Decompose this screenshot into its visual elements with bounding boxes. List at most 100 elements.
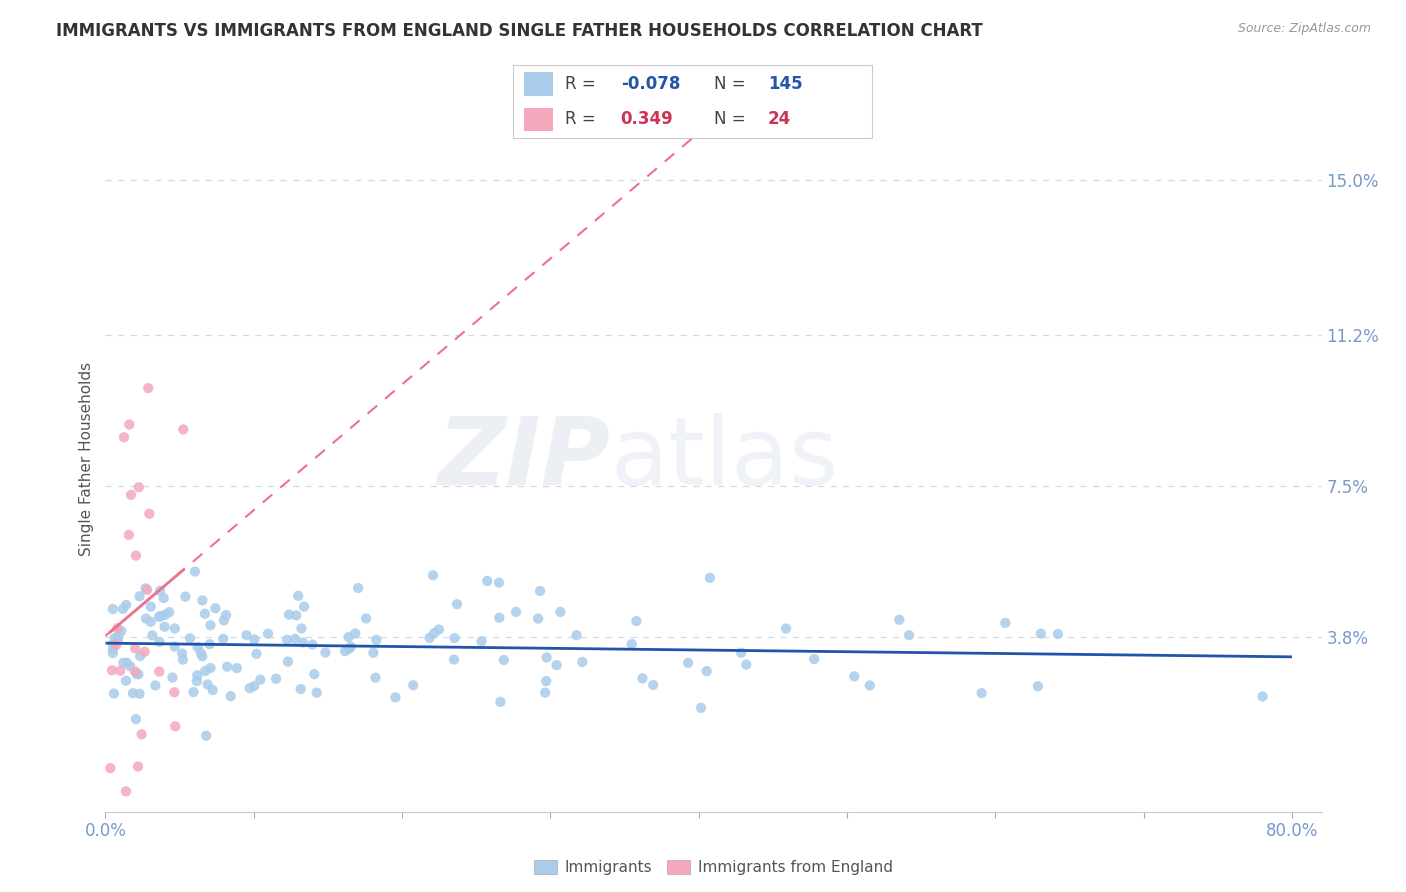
Text: 0.349: 0.349	[621, 110, 673, 128]
Point	[443, 652, 465, 666]
Point	[101, 646, 124, 660]
Point	[120, 488, 142, 502]
Point	[170, 647, 193, 661]
Point	[184, 565, 207, 579]
Point	[898, 628, 921, 642]
Point	[122, 686, 145, 700]
Point	[101, 641, 124, 656]
Point	[98, 761, 121, 775]
Point	[443, 631, 465, 645]
Point	[125, 667, 148, 681]
Point	[183, 685, 205, 699]
Point	[344, 626, 367, 640]
Point	[257, 626, 280, 640]
Point	[138, 507, 160, 521]
Point	[128, 589, 150, 603]
Point	[124, 665, 146, 679]
Text: atlas: atlas	[610, 413, 838, 506]
Point	[194, 607, 217, 621]
Text: R =: R =	[565, 75, 596, 93]
Point	[143, 678, 166, 692]
Point	[118, 528, 141, 542]
Point	[249, 673, 271, 687]
Text: R =: R =	[565, 110, 596, 128]
Point	[191, 649, 214, 664]
Point	[110, 664, 132, 678]
Point	[148, 665, 170, 679]
Point	[859, 678, 882, 692]
Point	[536, 650, 558, 665]
Point	[292, 599, 315, 614]
Point	[152, 591, 174, 605]
Point	[194, 664, 217, 678]
Point	[571, 655, 593, 669]
Point	[287, 589, 309, 603]
Point	[115, 656, 138, 670]
Point	[1029, 626, 1052, 640]
Point	[337, 630, 360, 644]
Point	[285, 608, 308, 623]
Point	[107, 621, 129, 635]
Point	[200, 618, 222, 632]
Text: ZIP: ZIP	[437, 413, 610, 506]
Point	[135, 582, 157, 596]
Point	[527, 611, 550, 625]
Point	[423, 626, 446, 640]
Point	[314, 646, 336, 660]
Point	[337, 641, 360, 656]
Point	[141, 628, 163, 642]
Point	[235, 628, 257, 642]
Point	[195, 729, 218, 743]
Point	[129, 649, 152, 664]
Point	[366, 632, 388, 647]
Point	[1026, 679, 1049, 693]
Point	[120, 659, 142, 673]
Point	[488, 575, 510, 590]
Point	[115, 784, 138, 798]
Text: 24: 24	[768, 110, 792, 128]
Point	[730, 646, 752, 660]
Point	[153, 607, 176, 622]
Point	[844, 669, 866, 683]
Point	[107, 633, 129, 648]
Point	[101, 637, 124, 651]
Point	[107, 629, 129, 643]
Point	[505, 605, 527, 619]
Point	[172, 422, 194, 436]
Y-axis label: Single Father Households: Single Father Households	[79, 362, 94, 557]
Point	[101, 663, 124, 677]
Point	[529, 584, 551, 599]
Bar	[524, 108, 553, 131]
Point	[620, 637, 643, 651]
Point	[284, 632, 307, 646]
Point	[492, 653, 515, 667]
Point	[112, 656, 135, 670]
Text: N =: N =	[714, 110, 745, 128]
Point	[191, 593, 214, 607]
Point	[186, 668, 208, 682]
Text: N =: N =	[714, 75, 745, 93]
Point	[304, 667, 326, 681]
Point	[201, 683, 224, 698]
Point	[148, 609, 170, 624]
Point	[197, 677, 219, 691]
Point	[134, 645, 156, 659]
Point	[219, 689, 242, 703]
Point	[157, 605, 180, 619]
Point	[174, 590, 197, 604]
Point	[696, 664, 718, 678]
Point	[212, 614, 235, 628]
Point	[245, 647, 267, 661]
Bar	[524, 72, 553, 95]
Point	[676, 656, 699, 670]
Point	[200, 661, 222, 675]
Point	[970, 686, 993, 700]
Point	[124, 641, 146, 656]
Point	[128, 480, 150, 494]
Point	[419, 631, 441, 645]
Point	[179, 632, 201, 646]
Point	[243, 632, 266, 647]
Point	[128, 687, 150, 701]
Point	[290, 681, 312, 696]
Text: Source: ZipAtlas.com: Source: ZipAtlas.com	[1237, 22, 1371, 36]
